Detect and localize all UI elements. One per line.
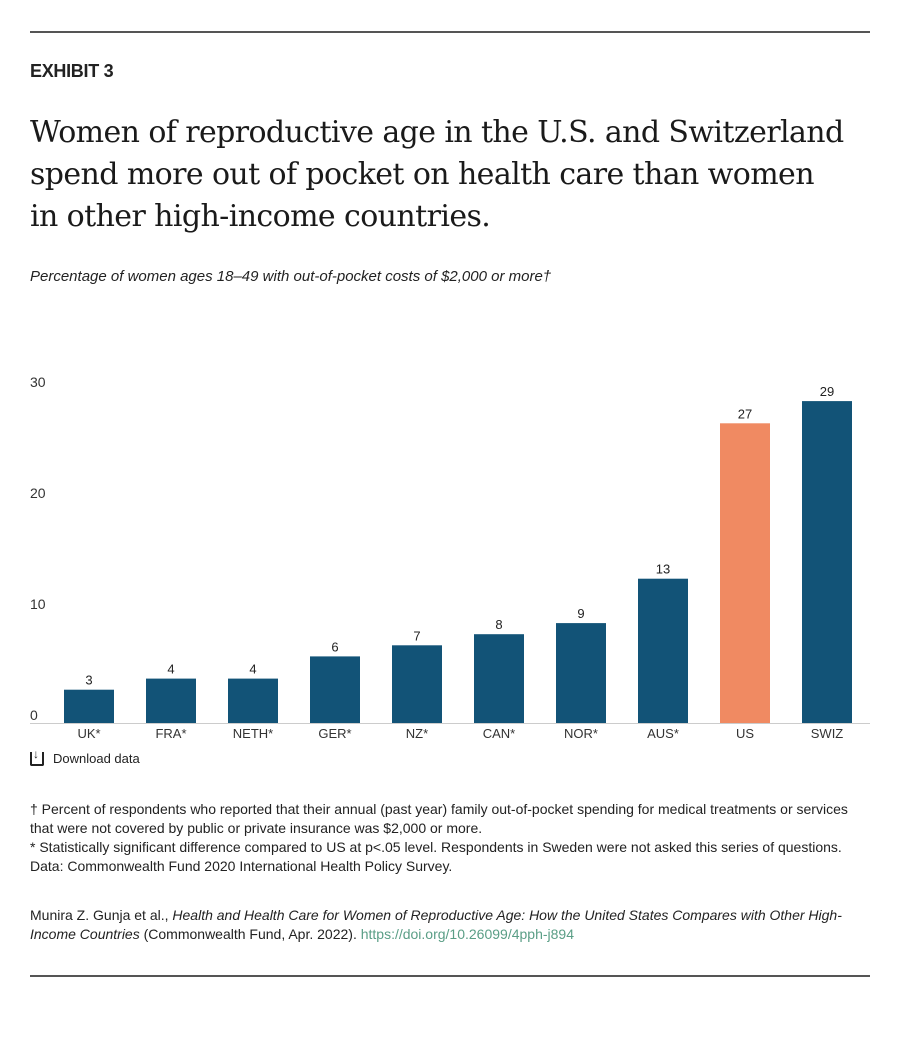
citation-publisher: (Commonwealth Fund, Apr. 2022). bbox=[139, 926, 361, 942]
data-label: 4 bbox=[249, 662, 256, 677]
data-label: 6 bbox=[331, 639, 338, 654]
download-icon bbox=[30, 747, 44, 766]
chart-subtitle: Percentage of women ages 18–49 with out-… bbox=[30, 268, 552, 285]
x-tick-label: NOR* bbox=[564, 726, 598, 740]
download-data-label: Download data bbox=[53, 751, 140, 766]
data-label: 4 bbox=[167, 662, 174, 677]
bar-nor bbox=[556, 623, 606, 723]
data-label: 3 bbox=[85, 673, 92, 688]
bar-fra bbox=[146, 678, 196, 723]
top-divider bbox=[30, 31, 870, 33]
footnote-data-source: Data: Commonwealth Fund 2020 Internation… bbox=[30, 858, 453, 874]
bar-can bbox=[474, 634, 524, 723]
x-tick-label: UK* bbox=[77, 726, 100, 740]
bar-ger bbox=[310, 656, 360, 723]
bar-neth bbox=[228, 678, 278, 723]
bottom-divider bbox=[30, 975, 870, 977]
chart-title: Women of reproductive age in the U.S. an… bbox=[30, 115, 844, 234]
data-label: 27 bbox=[738, 406, 752, 421]
bar-chart: 0 10 20 30 3 UK* 4 FRA* 4 NETH* 6 GER* 7 NZ* 8 CAN* 9 NOR… bbox=[30, 374, 870, 740]
data-label: 9 bbox=[577, 606, 584, 621]
bar-aus bbox=[638, 578, 688, 723]
footnotes: † Percent of respondents who reported th… bbox=[30, 800, 875, 876]
x-tick-label: FRA* bbox=[155, 726, 186, 740]
citation-work: Health and Health Care for Women of Repr… bbox=[30, 907, 842, 942]
exhibit-label: EXHIBIT 3 bbox=[30, 61, 114, 81]
data-label: 13 bbox=[656, 562, 670, 577]
x-tick-label: CAN* bbox=[483, 726, 516, 740]
y-tick-label: 30 bbox=[30, 374, 46, 390]
citation-doi-link[interactable]: https://doi.org/10.26099/4pph-j894 bbox=[360, 926, 574, 942]
x-tick-label: NZ* bbox=[406, 726, 428, 740]
x-tick-label: GER* bbox=[318, 726, 351, 740]
y-tick-label: 10 bbox=[30, 596, 46, 612]
x-tick-label: SWIZ bbox=[811, 726, 844, 740]
x-tick-label: AUS* bbox=[647, 726, 679, 740]
citation: Munira Z. Gunja et al., Health and Healt… bbox=[30, 906, 875, 944]
bar-swiz bbox=[802, 401, 852, 723]
bar-us bbox=[720, 423, 770, 723]
data-label: 8 bbox=[495, 617, 502, 632]
footnote-asterisk: * Statistically significant difference c… bbox=[30, 839, 842, 855]
x-tick-label: NETH* bbox=[233, 726, 273, 740]
data-label: 29 bbox=[820, 384, 834, 399]
bar-nz bbox=[392, 645, 442, 723]
footnote-dagger: † Percent of respondents who reported th… bbox=[30, 801, 848, 836]
data-label: 7 bbox=[413, 628, 420, 643]
citation-authors: Munira Z. Gunja et al., bbox=[30, 907, 173, 923]
download-data-button[interactable]: Download data bbox=[30, 747, 140, 766]
x-tick-label: US bbox=[736, 726, 754, 740]
bar-uk bbox=[64, 689, 114, 723]
y-tick-label: 20 bbox=[30, 485, 46, 501]
y-tick-label: 0 bbox=[30, 707, 38, 723]
